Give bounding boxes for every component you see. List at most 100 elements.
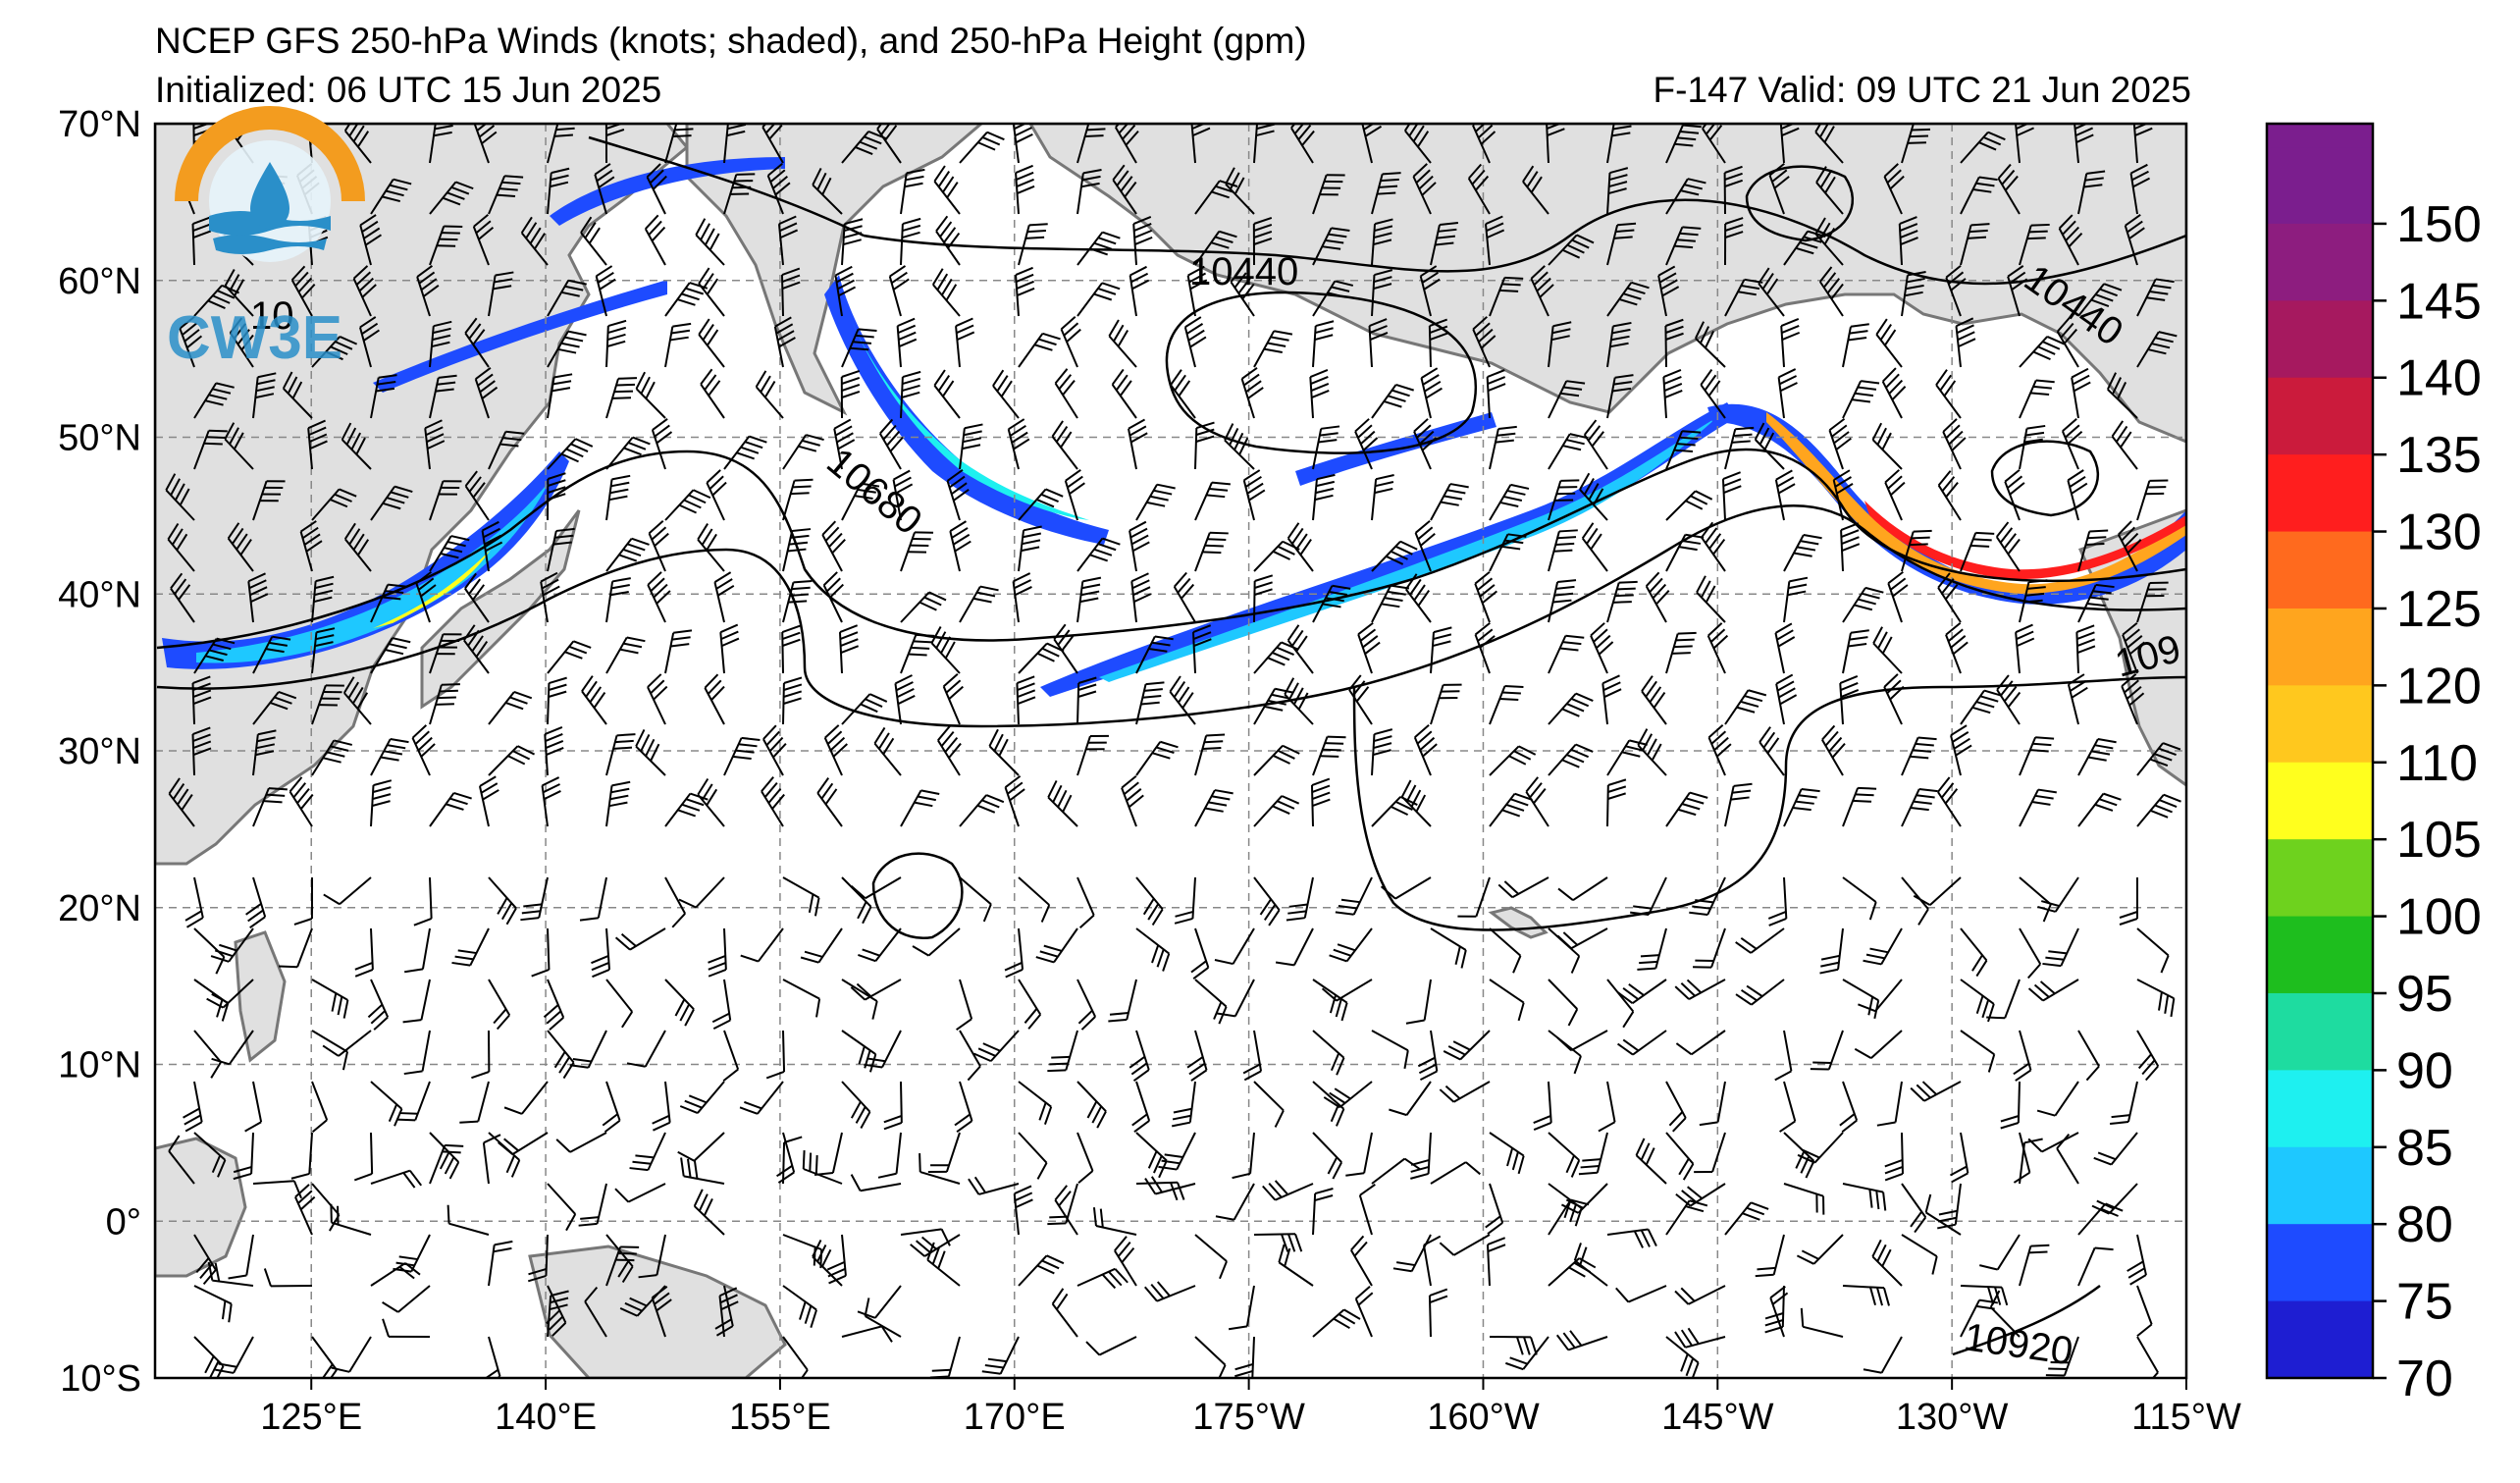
- wind-barb: [992, 369, 1020, 419]
- colorbar-swatch: [2267, 377, 2373, 455]
- wind-barb: [1312, 1030, 1345, 1076]
- wind-barb: [547, 167, 570, 215]
- wind-barb: [912, 927, 961, 957]
- wind-barb: [864, 1298, 902, 1338]
- wind-barb: [1935, 369, 1962, 419]
- colorbar-swatch: [2267, 223, 2373, 301]
- colorbar-swatch: [2267, 124, 2373, 148]
- wind-barb: [1131, 1081, 1151, 1134]
- wind-barb: [900, 168, 925, 215]
- wind-barb: [1489, 533, 1527, 572]
- wind-barb: [935, 215, 961, 266]
- wind-barb: [341, 422, 372, 470]
- wind-barb: [1286, 876, 1314, 922]
- wind-barb: [2058, 214, 2083, 266]
- wind-barb: [1472, 124, 1496, 164]
- lat-label: 20°N: [58, 888, 141, 929]
- wind-barb: [207, 1261, 254, 1287]
- longitude-labels: 125°E 140°E 155°E 170°E 175°W 160°W 145°W 130°W…: [260, 1378, 2241, 1438]
- wind-barb: [635, 729, 666, 776]
- wind-barb: [1076, 676, 1097, 725]
- wind-barb: [1665, 631, 1697, 674]
- wind-barb: [1635, 1138, 1667, 1185]
- wind-barb: [1616, 979, 1667, 1004]
- wind-barb: [411, 724, 436, 776]
- wind-barb: [2136, 278, 2175, 317]
- wind-barb: [605, 733, 636, 776]
- colorbar-swatch: [2267, 1300, 2373, 1379]
- wind-barb: [193, 637, 236, 674]
- wind-barb: [1253, 1233, 1303, 1252]
- wind-barb: [311, 1081, 329, 1134]
- lat-label: 50°N: [58, 418, 141, 459]
- wind-barb: [1505, 1336, 1549, 1371]
- wind-barb: [1797, 1132, 1844, 1164]
- wind-barb: [2111, 420, 2138, 470]
- wind-barb: [841, 218, 864, 266]
- wind-barb: [1590, 622, 1614, 674]
- wind-barb: [2077, 583, 2115, 623]
- wind-barb: [693, 1189, 725, 1236]
- wind-barb: [1674, 1285, 1726, 1305]
- lat-label: 10°S: [60, 1358, 141, 1400]
- wind-barb: [1842, 586, 1884, 623]
- wind-barb: [1135, 876, 1164, 927]
- wind-barb: [578, 1183, 607, 1227]
- wind-barb: [342, 676, 372, 725]
- wind-barb: [2019, 424, 2046, 470]
- wind-barb: [540, 571, 560, 623]
- wind-barb: [1016, 675, 1036, 725]
- wind-barb: [1694, 1132, 1726, 1174]
- wind-barb: [1358, 1184, 1376, 1236]
- contour-20n-loop: [871, 852, 964, 939]
- wind-barb: [252, 1180, 302, 1199]
- wind-barb: [311, 739, 353, 776]
- wind-barb: [1240, 367, 1264, 419]
- wind-barb: [1783, 576, 1809, 623]
- wind-barb: [933, 369, 961, 419]
- wind-barb: [484, 1336, 501, 1378]
- wind-barb: [464, 572, 490, 623]
- wind-barb: [2136, 479, 2169, 521]
- wind-barb: [776, 1132, 796, 1184]
- wind-barb: [1047, 1183, 1078, 1226]
- wind-barb: [1665, 791, 1708, 827]
- wind-barb: [2077, 529, 2109, 572]
- wind-barb: [1615, 1285, 1667, 1303]
- wind-barb: [370, 779, 393, 827]
- wind-barb: [841, 1081, 871, 1129]
- wind-barb: [547, 1290, 569, 1338]
- contour-label: 10440: [1189, 250, 1298, 293]
- wind-barb: [1186, 265, 1208, 317]
- wind-barb: [1924, 1193, 1962, 1236]
- wind-barb: [1286, 522, 1314, 572]
- wind-barb: [2013, 1132, 2031, 1184]
- contour-10440-ring: [1165, 291, 1478, 454]
- wind-barb: [1489, 276, 1524, 317]
- wind-barb: [403, 1030, 431, 1076]
- wind-barb: [1354, 1286, 1374, 1338]
- wind-barb: [555, 1132, 607, 1153]
- wind-barb: [1548, 743, 1594, 776]
- wind-barb: [1996, 674, 2021, 725]
- map-area: [155, 124, 2186, 1378]
- wind-barb: [1814, 217, 1844, 266]
- wind-barb: [1242, 469, 1266, 521]
- wind-barb: [429, 320, 452, 368]
- wind-barb: [782, 876, 820, 917]
- wind-barb: [359, 214, 383, 266]
- wind-barb: [1840, 522, 1861, 572]
- wind-barb: [1290, 124, 1315, 164]
- wind-barb: [1548, 234, 1595, 266]
- wind-barb: [949, 520, 971, 572]
- wind-barb: [1121, 774, 1144, 827]
- wind-barb: [1186, 1030, 1208, 1082]
- colorbar-swatch: [2267, 762, 2373, 840]
- wind-barb: [1960, 689, 2003, 725]
- wind-barb: [1253, 876, 1281, 927]
- wind-barb: [1815, 166, 1844, 215]
- colorbar-swatch: [2267, 300, 2373, 379]
- wind-barb: [343, 124, 372, 164]
- wind-barb: [1051, 1288, 1078, 1338]
- wind-barb: [605, 377, 638, 419]
